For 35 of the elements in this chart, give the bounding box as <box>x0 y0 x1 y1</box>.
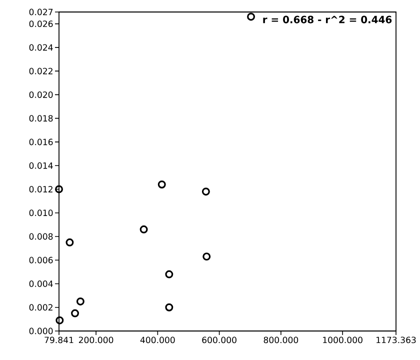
point <box>66 238 74 246</box>
y-tick-label: 0.000 <box>29 328 53 334</box>
point <box>158 180 166 188</box>
y-tick-label: 0.004 <box>29 280 53 287</box>
x-tick-label: 400.000 <box>140 336 175 344</box>
point <box>165 303 174 312</box>
point <box>140 225 148 234</box>
y-tick-label: 0.010 <box>29 210 53 216</box>
y-tick-label: 0.024 <box>29 44 53 51</box>
y-tick-label: 0.016 <box>29 138 53 146</box>
x-tick-label: 200.000 <box>78 336 114 344</box>
x-tick-label: 79.841 <box>44 336 74 344</box>
y-tick-label: 0.002 <box>29 304 52 311</box>
x-tick-label: 1000.000 <box>323 336 362 344</box>
y-tick-label: 0.008 <box>29 233 53 240</box>
point <box>247 12 256 21</box>
point <box>56 316 64 324</box>
point <box>165 270 174 278</box>
y-tick-label: 0.012 <box>29 186 52 192</box>
point <box>76 297 84 306</box>
point <box>202 188 210 196</box>
point <box>71 309 79 318</box>
point <box>55 185 63 194</box>
y-tick-label: 0.026 <box>29 20 53 28</box>
x-tick-label: 1173.363 <box>376 336 416 344</box>
x-tick-label: 800.000 <box>264 336 298 344</box>
y-tick-label: 0.014 <box>29 162 53 169</box>
y-tick-label: 0.006 <box>29 256 53 264</box>
y-tick-label: 0.027 <box>29 8 53 16</box>
y-tick-label: 0.018 <box>29 115 53 122</box>
y-tick-label: 0.022 <box>29 68 52 74</box>
y-tick-label: 0.020 <box>29 91 53 98</box>
x-tick-label: 600.000 <box>202 336 236 344</box>
annotation: r = 0.668 - r^2 = 0.446 <box>263 16 392 24</box>
point <box>202 252 211 261</box>
